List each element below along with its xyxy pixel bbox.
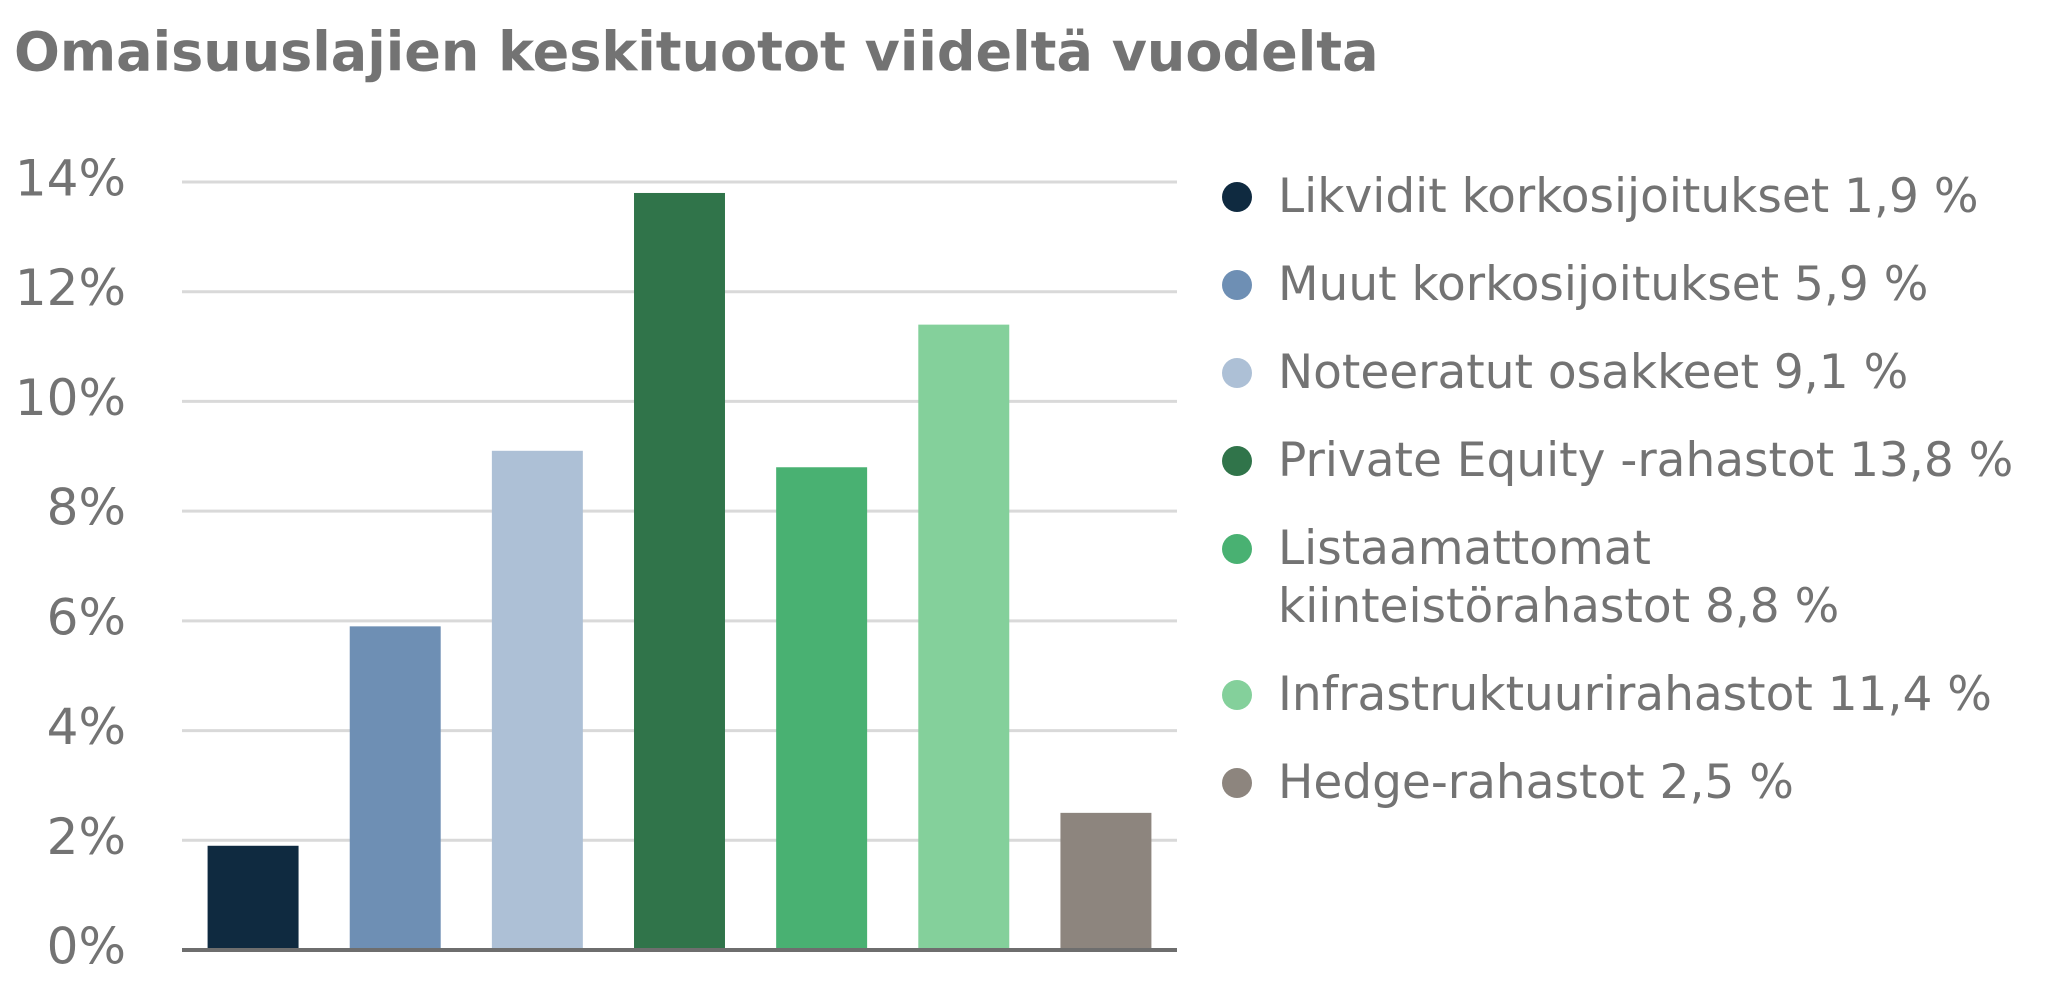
legend-swatch [1222, 182, 1252, 212]
y-tick-label: 4% [47, 698, 126, 756]
y-tick-label: 8% [47, 479, 126, 537]
legend-swatch [1222, 446, 1252, 476]
legend-item: Likvidit korkosijoitukset 1,9 % [1222, 168, 2022, 226]
legend-item: Hedge-rahastot 2,5 % [1222, 754, 2022, 812]
bar [918, 324, 1010, 951]
legend-swatch [1222, 680, 1252, 710]
bar [776, 467, 868, 950]
bar [207, 845, 299, 950]
legend-swatch [1222, 534, 1252, 564]
legend-item: Noteeratut osakkeet 9,1 % [1222, 344, 2022, 402]
bar [491, 450, 583, 950]
legend-item: Infrastruktuurirahastot 11,4 % [1222, 666, 2022, 724]
legend: Likvidit korkosijoitukset 1,9 % Muut kork… [1222, 168, 2022, 842]
bar [1060, 812, 1152, 950]
legend-swatch [1222, 270, 1252, 300]
bar [349, 626, 441, 950]
y-tick-label: 6% [47, 588, 126, 646]
legend-label: Infrastruktuurirahastot 11,4 % [1278, 667, 1992, 722]
legend-label: Hedge-rahastot 2,5 % [1278, 755, 1794, 810]
legend-swatch [1222, 768, 1252, 798]
y-tick-label: 10% [15, 369, 126, 427]
legend-item: Muut korkosijoitukset 5,9 % [1222, 256, 2022, 314]
legend-label: Private Equity -rahastot 13,8 % [1278, 433, 2014, 488]
legend-item: Private Equity -rahastot 13,8 % [1222, 432, 2022, 490]
legend-label: Noteeratut osakkeet 9,1 % [1278, 345, 1909, 400]
legend-label: Likvidit korkosijoitukset 1,9 % [1278, 169, 1979, 224]
y-tick-label: 14% [15, 150, 126, 208]
legend-swatch [1222, 358, 1252, 388]
y-tick-label: 0% [47, 918, 126, 976]
y-tick-label: 2% [47, 808, 126, 866]
legend-label: Muut korkosijoitukset 5,9 % [1278, 257, 1929, 312]
chart-title: Omaisuuslajien keskituotot viideltä vuod… [14, 21, 1379, 84]
legend-item: Listaamattomat kiinteistörahastot 8,8 % [1222, 520, 2022, 636]
bar [634, 192, 725, 950]
y-tick-label: 12% [15, 259, 126, 317]
legend-label: Listaamattomat kiinteistörahastot 8,8 % [1278, 521, 1840, 634]
